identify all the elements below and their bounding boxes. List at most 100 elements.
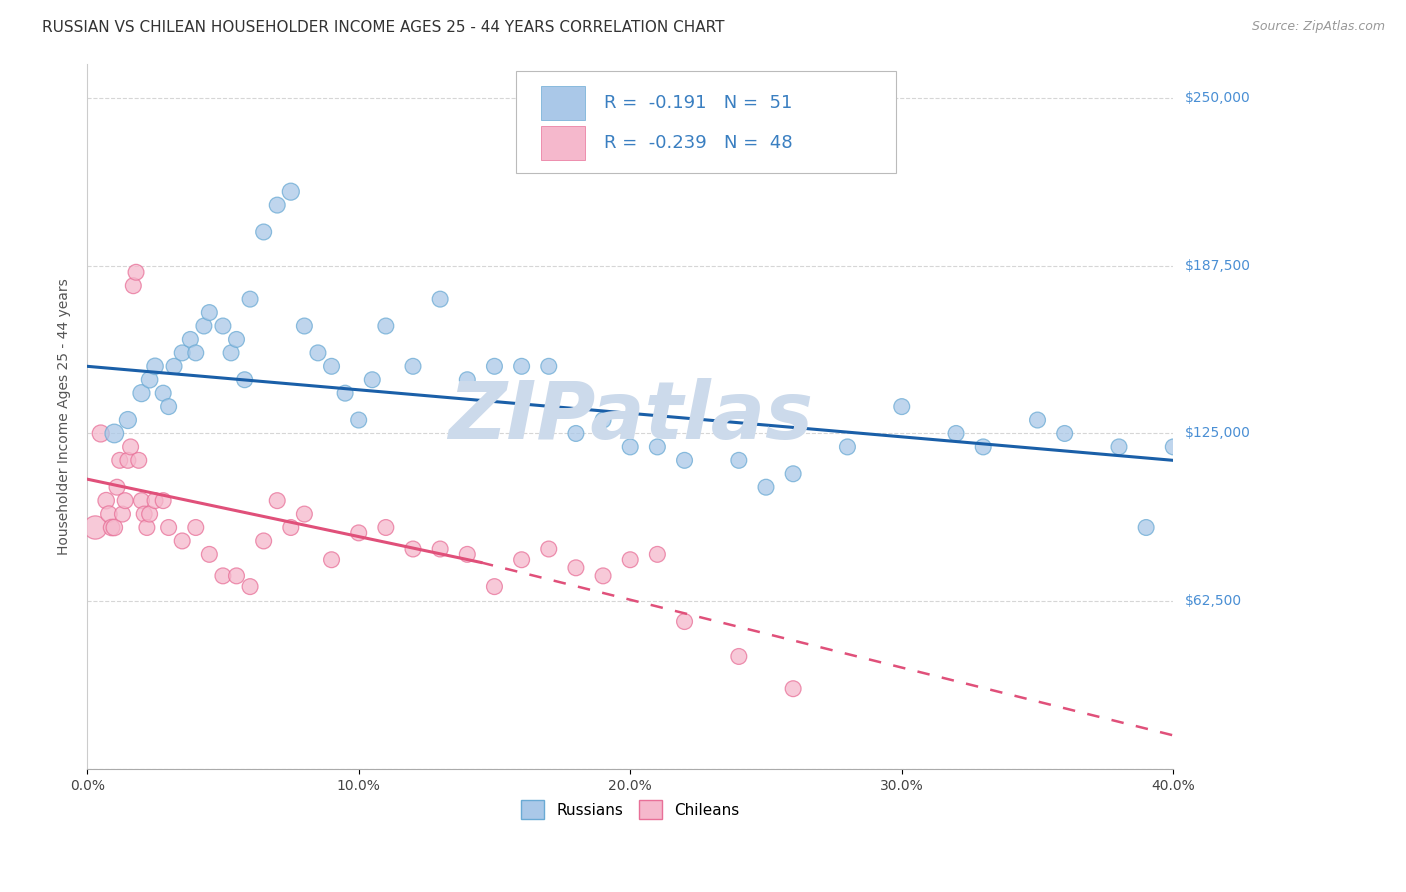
Point <box>537 541 560 556</box>
Point <box>120 440 142 454</box>
Point <box>429 292 451 306</box>
Point <box>163 359 186 374</box>
Point <box>253 225 276 239</box>
Y-axis label: Householder Income Ages 25 - 44 years: Householder Income Ages 25 - 44 years <box>58 278 72 555</box>
Point <box>143 359 166 374</box>
Text: $62,500: $62,500 <box>1184 594 1241 608</box>
Point <box>239 292 262 306</box>
Point <box>219 346 242 360</box>
Point <box>592 569 614 583</box>
Point <box>321 553 343 567</box>
Point <box>157 400 180 414</box>
Point <box>103 520 125 534</box>
Point <box>292 318 315 333</box>
Legend: Russians, Chileans: Russians, Chileans <box>515 794 745 825</box>
Point <box>134 507 156 521</box>
Point <box>239 580 262 594</box>
Text: RUSSIAN VS CHILEAN HOUSEHOLDER INCOME AGES 25 - 44 YEARS CORRELATION CHART: RUSSIAN VS CHILEAN HOUSEHOLDER INCOME AG… <box>42 20 724 35</box>
Point <box>172 346 194 360</box>
Text: Source: ZipAtlas.com: Source: ZipAtlas.com <box>1251 20 1385 33</box>
Point <box>565 426 588 441</box>
Point <box>1108 440 1130 454</box>
Point <box>131 493 153 508</box>
Point <box>647 440 669 454</box>
Text: R =  -0.191   N =  51: R = -0.191 N = 51 <box>605 95 793 112</box>
Point <box>1026 413 1049 427</box>
Point <box>374 318 396 333</box>
Point <box>90 426 112 441</box>
Point <box>782 681 804 696</box>
Point <box>333 386 356 401</box>
Point <box>108 453 131 467</box>
Point <box>755 480 778 494</box>
Point <box>152 493 174 508</box>
Point <box>212 318 235 333</box>
Point <box>307 346 329 360</box>
Point <box>592 413 614 427</box>
Text: $187,500: $187,500 <box>1184 259 1250 273</box>
Point <box>152 386 174 401</box>
Point <box>280 520 302 534</box>
Point <box>837 440 859 454</box>
Point <box>125 265 148 279</box>
Point <box>673 615 696 629</box>
Point <box>321 359 343 374</box>
Point <box>117 453 139 467</box>
Point <box>647 547 669 561</box>
Point <box>184 346 207 360</box>
Point <box>619 553 641 567</box>
Point <box>374 520 396 534</box>
Point <box>890 400 912 414</box>
Point <box>1053 426 1076 441</box>
Point <box>138 373 160 387</box>
Point <box>266 493 288 508</box>
Point <box>727 453 749 467</box>
Point <box>510 359 533 374</box>
Point <box>280 185 302 199</box>
Point <box>143 493 166 508</box>
Point <box>347 525 370 540</box>
Point <box>347 413 370 427</box>
Point <box>456 547 478 561</box>
Point <box>128 453 150 467</box>
Point <box>673 453 696 467</box>
Point <box>193 318 215 333</box>
FancyBboxPatch shape <box>516 71 896 173</box>
Point <box>402 541 425 556</box>
Point <box>510 553 533 567</box>
Point <box>100 520 122 534</box>
Point <box>84 520 107 534</box>
Point <box>233 373 256 387</box>
Point <box>122 278 145 293</box>
Point <box>117 413 139 427</box>
Point <box>484 580 506 594</box>
Point <box>565 561 588 575</box>
Point <box>782 467 804 481</box>
Point <box>253 533 276 548</box>
Point <box>157 520 180 534</box>
Point <box>225 333 247 347</box>
Point <box>172 533 194 548</box>
Bar <box>541 87 585 120</box>
Point <box>537 359 560 374</box>
Point <box>96 493 118 508</box>
Point <box>361 373 384 387</box>
Text: ZIPatlas: ZIPatlas <box>447 377 813 456</box>
Point <box>184 520 207 534</box>
Point <box>212 569 235 583</box>
Point <box>111 507 134 521</box>
Point <box>225 569 247 583</box>
Text: $125,000: $125,000 <box>1184 426 1250 441</box>
Point <box>105 480 128 494</box>
Point <box>198 305 221 319</box>
Bar <box>541 127 585 161</box>
Point <box>138 507 160 521</box>
Point <box>135 520 157 534</box>
Point <box>945 426 967 441</box>
Point <box>103 426 125 441</box>
Point <box>402 359 425 374</box>
Point <box>198 547 221 561</box>
Point <box>727 649 749 664</box>
Point <box>179 333 201 347</box>
Point <box>114 493 136 508</box>
